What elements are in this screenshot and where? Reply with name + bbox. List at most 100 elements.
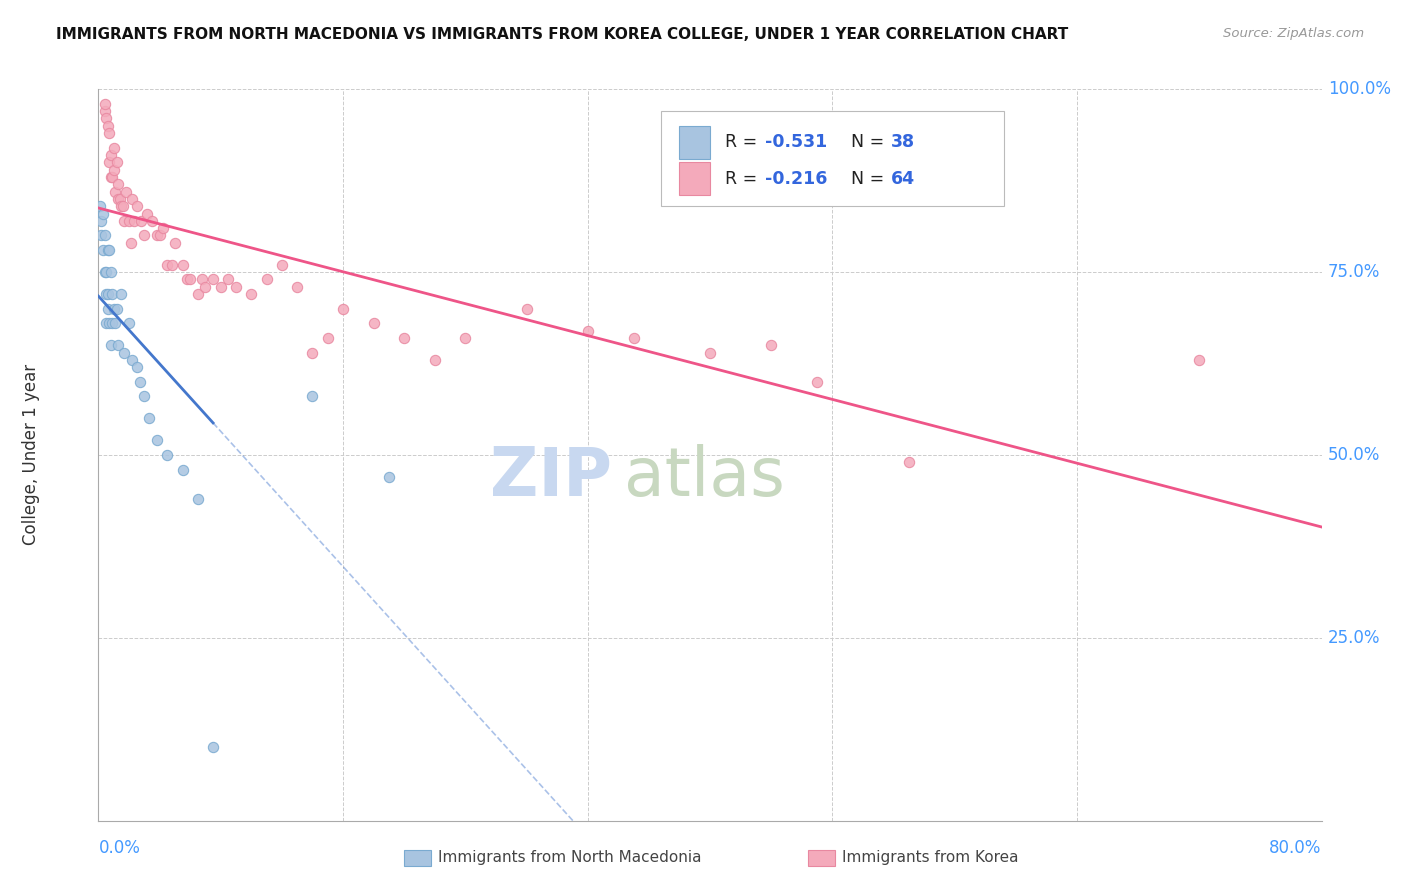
Point <box>101 169 124 184</box>
Point <box>97 119 120 133</box>
Point <box>103 141 125 155</box>
Point <box>270 258 292 272</box>
Point <box>93 104 115 119</box>
Point <box>187 491 209 506</box>
Point <box>101 287 124 301</box>
Point <box>187 287 209 301</box>
Point <box>759 338 782 352</box>
Point <box>285 279 308 293</box>
Point <box>112 214 135 228</box>
Bar <box>808 850 835 866</box>
Point <box>209 279 232 293</box>
Point <box>1188 352 1211 367</box>
Text: 64: 64 <box>891 169 915 188</box>
Point <box>105 301 128 316</box>
Point <box>202 272 225 286</box>
Point <box>454 331 477 345</box>
Point <box>121 192 143 206</box>
Point <box>141 214 163 228</box>
Point <box>392 331 416 345</box>
Point <box>423 352 446 367</box>
Point <box>217 272 239 286</box>
Point <box>301 389 323 403</box>
Point <box>576 324 599 338</box>
Point <box>149 228 172 243</box>
Point <box>138 411 160 425</box>
Point <box>100 338 122 352</box>
Point <box>134 228 156 243</box>
Point <box>301 345 323 359</box>
Point <box>699 345 721 359</box>
Text: N =: N = <box>851 169 890 188</box>
Point <box>156 448 179 462</box>
Bar <box>405 850 432 866</box>
Point <box>179 272 201 286</box>
Point <box>91 206 114 220</box>
Point <box>118 316 141 330</box>
Text: College, Under 1 year: College, Under 1 year <box>22 364 41 546</box>
Point <box>91 243 114 257</box>
Text: -0.531: -0.531 <box>765 133 827 152</box>
Point <box>332 301 354 316</box>
Point <box>121 352 143 367</box>
Point <box>97 243 120 257</box>
Point <box>107 338 129 352</box>
Point <box>103 162 125 177</box>
Text: 75.0%: 75.0% <box>1327 263 1381 281</box>
Point <box>93 96 115 111</box>
Point <box>98 155 121 169</box>
Point <box>94 112 117 126</box>
Point <box>128 375 150 389</box>
Point <box>94 316 117 330</box>
Point <box>104 185 127 199</box>
Point <box>98 316 121 330</box>
Text: 38: 38 <box>891 133 915 152</box>
Text: N =: N = <box>851 133 890 152</box>
Point <box>94 265 117 279</box>
Point <box>194 279 217 293</box>
Point <box>172 258 194 272</box>
Point <box>176 272 198 286</box>
Text: Immigrants from Korea: Immigrants from Korea <box>842 850 1018 865</box>
Point <box>145 434 167 448</box>
Point <box>125 360 148 375</box>
Point <box>104 316 127 330</box>
Point <box>103 301 125 316</box>
Point <box>125 199 148 213</box>
Point <box>225 279 247 293</box>
Point <box>94 287 117 301</box>
Point <box>316 331 339 345</box>
Point <box>100 148 122 162</box>
Point <box>118 214 141 228</box>
Point <box>110 199 132 213</box>
Point <box>516 301 538 316</box>
Point <box>90 228 112 243</box>
Point <box>115 185 138 199</box>
Point <box>163 235 186 250</box>
Point <box>378 470 401 484</box>
Point <box>108 192 131 206</box>
Text: 50.0%: 50.0% <box>1327 446 1381 464</box>
Point <box>97 287 120 301</box>
Point <box>120 235 142 250</box>
Point <box>156 258 179 272</box>
Text: atlas: atlas <box>624 444 786 510</box>
Point <box>98 243 121 257</box>
Point <box>110 287 132 301</box>
Text: 100.0%: 100.0% <box>1327 80 1391 98</box>
Point <box>97 301 120 316</box>
Text: 80.0%: 80.0% <box>1270 838 1322 857</box>
Point <box>240 287 263 301</box>
Text: R =: R = <box>724 169 762 188</box>
Point <box>152 221 174 235</box>
Text: 25.0%: 25.0% <box>1327 629 1381 647</box>
Point <box>98 126 121 140</box>
Point <box>93 228 115 243</box>
Point <box>191 272 214 286</box>
Point <box>89 199 111 213</box>
Point <box>107 192 129 206</box>
Point <box>363 316 385 330</box>
Text: ZIP: ZIP <box>491 444 612 510</box>
Point <box>107 178 129 192</box>
Point <box>806 375 828 389</box>
